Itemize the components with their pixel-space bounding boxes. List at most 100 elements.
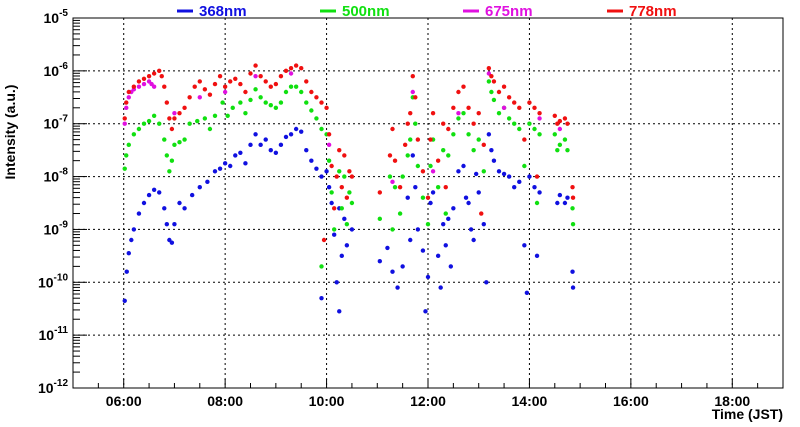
data-point-500nm [555,147,560,153]
data-point-500nm [397,211,403,216]
data-point-500nm [471,147,476,153]
legend-label-500nm: 500nm [342,3,390,20]
data-point-368nm [448,264,454,269]
data-point-368nm [136,211,142,216]
data-point-778nm [238,81,243,87]
y-tick-label: 10-11 [39,325,69,343]
data-point-368nm [273,150,279,155]
data-point-500nm [466,132,471,137]
data-point-675nm [253,73,258,79]
data-point-500nm [258,95,263,100]
data-point-675nm [557,126,563,132]
axes: 06:00 08:00 10:00 12:00 14:00 16:00 18:0010-51… [38,8,784,409]
data-point-368nm [441,221,446,227]
data-point-500nm [169,158,175,163]
data-point-368nm [481,221,486,227]
data-points [122,63,576,314]
data-point-778nm [258,73,263,79]
data-point-778nm [187,95,192,100]
data-point-368nm [169,240,175,245]
data-point-368nm [126,251,131,256]
data-point-778nm [324,105,329,111]
y-tick-label: 10-10 [38,272,68,290]
data-point-500nm [476,137,481,142]
data-point-500nm [319,126,324,132]
legend-label-368nm: 368nm [199,3,247,20]
data-point-675nm [141,81,147,87]
y-tick-exponent: -6 [59,61,68,72]
data-point-500nm [329,190,334,195]
data-point-368nm [506,174,512,179]
data-point-500nm [309,108,314,113]
y-tick-exponent: -9 [59,219,68,230]
data-point-500nm [268,103,273,108]
data-point-778nm [202,87,208,92]
data-point-368nm [456,169,461,174]
data-point-675nm [197,95,202,100]
y-tick-label: 10-5 [44,8,69,26]
data-point-368nm [405,195,410,200]
x-tick-label: 14:00 [512,393,548,409]
data-point-778nm [565,121,570,126]
data-point-368nm [337,309,342,314]
data-point-778nm [512,100,517,105]
data-point-778nm [217,73,223,79]
data-point-368nm [233,153,238,158]
data-point-368nm [534,253,540,259]
data-point-778nm [562,116,568,121]
data-point-500nm [532,126,537,132]
data-point-500nm [562,137,568,142]
data-point-500nm [339,206,344,211]
data-point-778nm [413,95,418,100]
data-point-368nm [451,206,456,211]
data-point-778nm [263,79,268,84]
data-point-778nm [248,71,253,76]
data-point-778nm [377,190,383,195]
y-tick-exponent: -10 [54,272,69,283]
data-point-500nm [461,110,466,116]
x-tick-label: 12:00 [410,393,446,409]
data-point-368nm [162,206,167,211]
data-point-778nm [197,79,202,84]
y-tick-exponent: -8 [59,167,68,178]
data-point-500nm [151,113,157,118]
data-point-675nm [122,121,127,126]
data-point-368nm [329,200,334,206]
data-point-368nm [486,132,492,137]
legend: 368nm 500nm 675nm 778nm [177,3,677,20]
y-tick-base: 10 [44,116,60,132]
data-point-778nm [126,89,131,95]
data-point-500nm [425,221,431,227]
data-point-778nm [167,116,172,121]
data-point-778nm [207,92,213,97]
data-point-368nm [331,232,337,237]
data-point-675nm [326,142,332,148]
data-point-500nm [253,87,258,92]
data-point-368nm [557,192,563,198]
y-tick-base: 10 [44,63,60,79]
data-point-368nm [425,274,431,280]
data-point-778nm [164,100,170,105]
data-point-778nm [222,84,228,89]
data-point-368nm [212,169,218,174]
data-point-500nm [172,142,177,148]
data-point-500nm [124,153,129,158]
data-point-500nm [570,206,575,211]
data-point-778nm [314,95,319,100]
data-point-500nm [565,147,570,153]
data-point-500nm [413,121,418,126]
data-point-500nm [557,142,563,148]
data-point-368nm [182,206,187,211]
data-point-368nm [524,290,530,296]
data-point-368nm [501,171,507,177]
data-point-500nm [331,227,337,232]
data-point-675nm [151,84,157,89]
data-point-500nm [243,110,248,116]
data-point-500nm [570,221,576,227]
data-point-675nm [410,89,415,95]
data-point-675nm [124,105,129,111]
y-tick-base: 10 [44,169,60,185]
data-point-500nm [212,113,218,118]
data-point-500nm [207,126,213,132]
data-point-368nm [164,221,170,227]
